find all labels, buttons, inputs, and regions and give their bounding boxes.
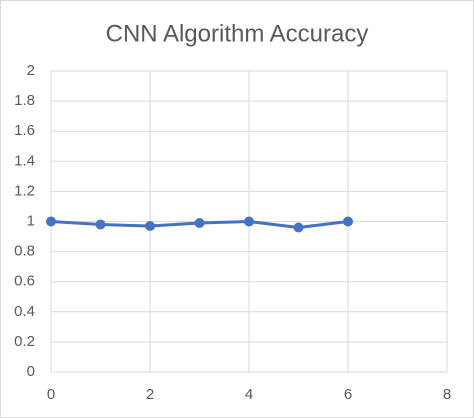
y-tick-label: 0.6	[14, 273, 35, 290]
data-point	[343, 216, 353, 227]
x-tick-label: 6	[344, 386, 352, 403]
y-tick-label: 1	[27, 212, 35, 229]
data-point	[145, 221, 155, 232]
data-point	[95, 219, 106, 230]
x-tick-label: 2	[146, 386, 154, 403]
y-tick-label: 0.4	[14, 303, 35, 320]
y-tick-label: 2	[27, 62, 35, 79]
y-tick-label: 0	[27, 363, 35, 380]
y-tick-label: 1.8	[14, 92, 35, 109]
y-tick-label: 1.4	[14, 152, 35, 169]
chart-title: CNN Algorithm Accuracy	[106, 20, 369, 47]
data-point	[293, 222, 304, 233]
x-tick-label: 4	[245, 386, 253, 403]
data-point	[46, 216, 56, 227]
y-tick-label: 0.2	[14, 333, 35, 350]
y-tick-label: 1.6	[14, 122, 35, 139]
y-tick-label: 1.2	[14, 182, 35, 199]
x-tick-label: 8	[443, 386, 451, 403]
y-tick-label: 0.8	[14, 243, 35, 260]
data-point	[194, 218, 205, 229]
x-tick-label: 0	[47, 386, 55, 403]
data-point	[244, 216, 254, 227]
